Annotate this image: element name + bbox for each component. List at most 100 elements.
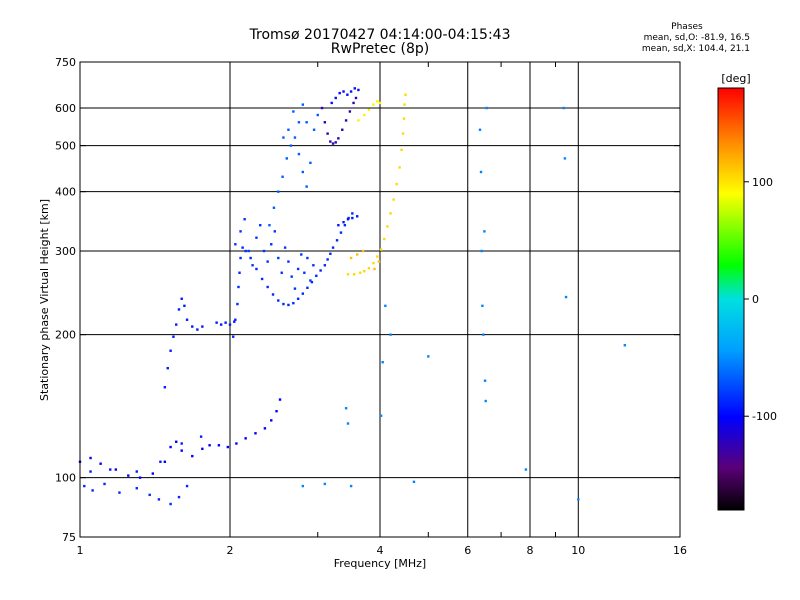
data-point <box>262 249 266 253</box>
data-point <box>343 224 347 227</box>
data-point <box>330 101 333 105</box>
colorbar-tick-label: 100 <box>752 176 773 189</box>
data-point <box>232 335 235 338</box>
data-point <box>342 220 345 224</box>
data-point <box>217 444 221 447</box>
data-point <box>412 480 416 484</box>
data-point <box>175 440 178 443</box>
data-point <box>349 256 353 260</box>
data-point <box>352 101 355 105</box>
data-point <box>344 119 348 122</box>
data-point <box>277 299 280 302</box>
x-tick-label: 8 <box>527 544 534 557</box>
data-point <box>270 243 273 246</box>
data-point <box>159 460 162 463</box>
data-point <box>323 264 327 267</box>
data-point <box>175 323 178 326</box>
data-point <box>524 468 528 471</box>
y-tick-label: 600 <box>55 102 76 115</box>
data-point <box>372 103 375 106</box>
data-point <box>280 271 283 274</box>
colorbar-tick-label: 0 <box>752 293 759 306</box>
data-point <box>349 484 353 488</box>
data-point <box>290 275 293 278</box>
data-point <box>351 212 354 215</box>
data-point <box>157 498 161 501</box>
data-point <box>357 88 360 92</box>
data-point <box>348 110 352 113</box>
data-point <box>235 442 238 445</box>
y-tick-label: 100 <box>55 472 76 485</box>
data-point <box>281 175 284 178</box>
data-point <box>208 444 211 447</box>
data-point <box>392 198 395 201</box>
data-point <box>83 484 86 488</box>
data-point <box>89 470 92 473</box>
data-point <box>277 256 280 260</box>
data-point <box>342 90 345 93</box>
data-point <box>114 468 118 471</box>
data-point <box>219 323 223 326</box>
data-point <box>562 106 565 110</box>
data-point <box>358 271 362 274</box>
data-point <box>381 361 384 364</box>
data-point <box>287 303 290 307</box>
data-point <box>367 108 371 111</box>
data-point <box>259 224 262 227</box>
data-point <box>109 468 112 471</box>
data-point <box>398 166 401 169</box>
phase-stats-header: Phases <box>671 22 703 32</box>
data-point <box>346 273 350 276</box>
x-tick-label: 6 <box>464 544 471 557</box>
data-point <box>389 212 392 215</box>
data-point <box>180 442 183 445</box>
data-point <box>224 321 227 324</box>
data-point <box>354 96 358 100</box>
data-point <box>400 148 403 152</box>
data-point <box>270 419 273 422</box>
data-point <box>303 271 306 274</box>
data-point <box>346 218 350 221</box>
data-point <box>355 253 359 256</box>
data-point <box>239 230 242 233</box>
data-point <box>233 320 236 323</box>
data-point <box>309 161 312 165</box>
data-point <box>326 258 329 261</box>
data-point <box>361 249 365 253</box>
data-point <box>292 301 295 305</box>
data-point <box>483 379 487 382</box>
data-point <box>384 304 387 308</box>
data-point <box>89 456 92 460</box>
data-point <box>237 285 240 289</box>
data-point <box>320 106 324 110</box>
data-point <box>478 128 482 131</box>
plot-frame <box>79 61 681 538</box>
data-point <box>273 230 276 233</box>
data-point <box>306 256 309 260</box>
data-point <box>151 472 155 475</box>
data-point <box>376 100 379 103</box>
data-point <box>260 277 264 281</box>
data-point <box>564 295 568 299</box>
data-point <box>282 302 285 306</box>
data-point <box>401 132 405 135</box>
data-point <box>623 344 627 347</box>
data-point <box>427 355 430 358</box>
data-point <box>331 142 335 145</box>
data-point <box>285 157 288 160</box>
data-point <box>402 117 406 120</box>
phase-stats-x: mean, sd,X: 104.4, 21.1 <box>641 44 750 54</box>
x-axis-label: Frequency [MHz] <box>334 557 426 570</box>
data-point <box>355 215 359 218</box>
colorbar-label: [deg] <box>721 72 750 85</box>
data-point <box>379 414 383 417</box>
data-point <box>177 308 181 311</box>
data-point <box>241 246 244 249</box>
data-point <box>297 121 301 124</box>
data-point <box>331 246 335 249</box>
data-point <box>563 157 567 160</box>
chart-subtitle: RwPretec (8p) <box>330 41 430 57</box>
data-point <box>346 93 349 96</box>
data-point <box>255 236 258 239</box>
y-axis-label: Stationary phase Virtual Height [km] <box>38 199 51 401</box>
